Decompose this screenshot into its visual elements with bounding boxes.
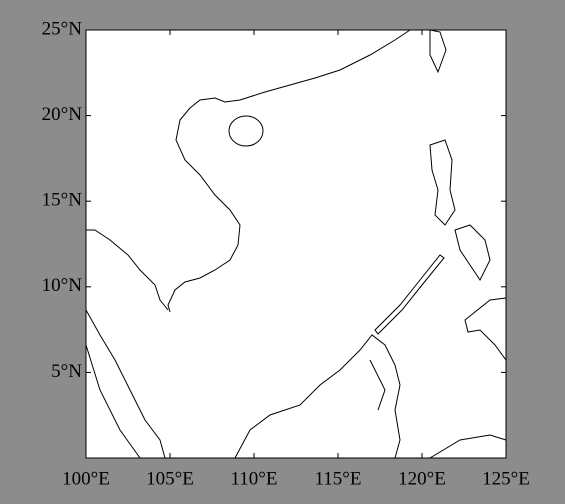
y-tick-label: 25°N — [42, 18, 83, 39]
coastline — [85, 344, 141, 459]
x-tick-label: 120°E — [398, 468, 446, 489]
coastline — [85, 309, 166, 459]
x-tick-label: 105°E — [146, 468, 194, 489]
x-tick-label: 125°E — [482, 468, 530, 489]
y-tick-label: 15°N — [42, 190, 83, 211]
x-tick-label: 110°E — [231, 468, 278, 489]
island — [228, 115, 264, 147]
island — [429, 29, 447, 74]
island — [454, 224, 491, 281]
coastline — [86, 229, 169, 311]
coastline — [234, 334, 401, 459]
coastline — [369, 359, 386, 411]
y-tick-label: 20°N — [42, 104, 83, 125]
island — [374, 254, 445, 335]
island — [464, 297, 507, 362]
x-tick-label: 100°E — [62, 468, 110, 489]
coastline — [167, 29, 411, 313]
coastline — [429, 434, 507, 459]
y-tick-label: 10°N — [42, 275, 83, 296]
coastlines — [85, 29, 507, 459]
y-tick-label: 5°N — [51, 361, 82, 382]
x-tick-label: 115°E — [315, 468, 362, 489]
island — [429, 139, 456, 226]
map-frame — [85, 29, 507, 459]
